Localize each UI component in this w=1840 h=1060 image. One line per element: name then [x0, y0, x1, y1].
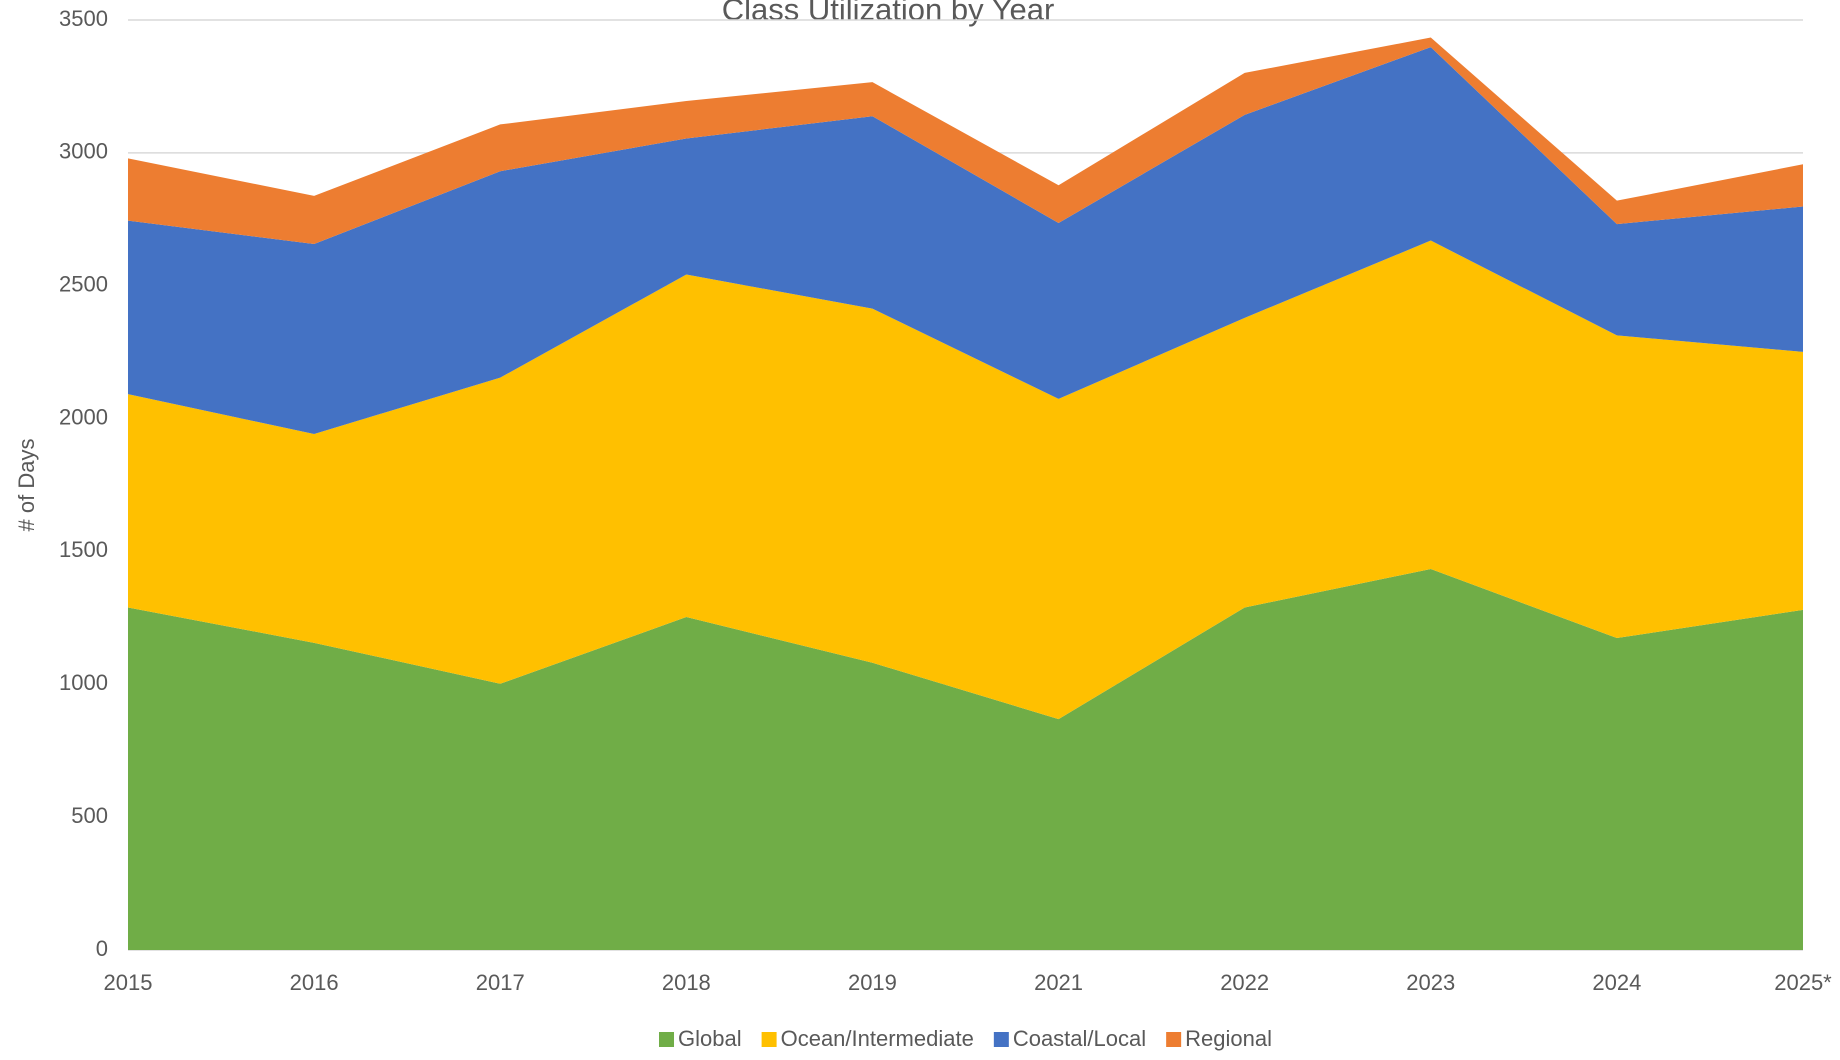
- area: [128, 47, 1803, 434]
- y-tick-label: 2500: [59, 272, 108, 297]
- y-tick-label: 1500: [59, 537, 108, 562]
- x-tick-label: 2017: [476, 970, 525, 995]
- x-tick-label: 2021: [1034, 970, 1083, 995]
- x-tick-label: 2024: [1592, 970, 1641, 995]
- legend-label: Coastal/Local: [1013, 1026, 1146, 1051]
- x-tick-label: 2016: [290, 970, 339, 995]
- y-tick-label: 0: [96, 936, 108, 961]
- legend-label: Global: [678, 1026, 742, 1051]
- legend-label: Ocean/Intermediate: [781, 1026, 974, 1051]
- legend-swatch: [993, 1032, 1009, 1047]
- x-tick-label: 2022: [1220, 970, 1269, 995]
- x-tick-label: 2025*: [1774, 970, 1832, 995]
- x-tick-label: 2023: [1406, 970, 1455, 995]
- legend-swatch: [659, 1032, 675, 1047]
- area: [128, 240, 1803, 720]
- legend-swatch: [1166, 1032, 1182, 1047]
- area: [128, 37, 1803, 244]
- legend-label: Regional: [1185, 1026, 1272, 1051]
- y-tick-label: 2000: [59, 404, 108, 429]
- area: [128, 568, 1803, 950]
- x-tick-label: 2019: [848, 970, 897, 995]
- y-tick-label: 3000: [59, 139, 108, 164]
- x-tick-label: 2018: [662, 970, 711, 995]
- y-tick-label: 500: [71, 803, 108, 828]
- chart-title: Class Utilization by Year: [722, 0, 1055, 27]
- y-axis-label: # of Days: [14, 439, 39, 532]
- x-tick-label: 2015: [104, 970, 153, 995]
- y-tick-label: 3500: [59, 6, 108, 31]
- y-tick-label: 1000: [59, 670, 108, 695]
- legend-swatch: [761, 1032, 777, 1047]
